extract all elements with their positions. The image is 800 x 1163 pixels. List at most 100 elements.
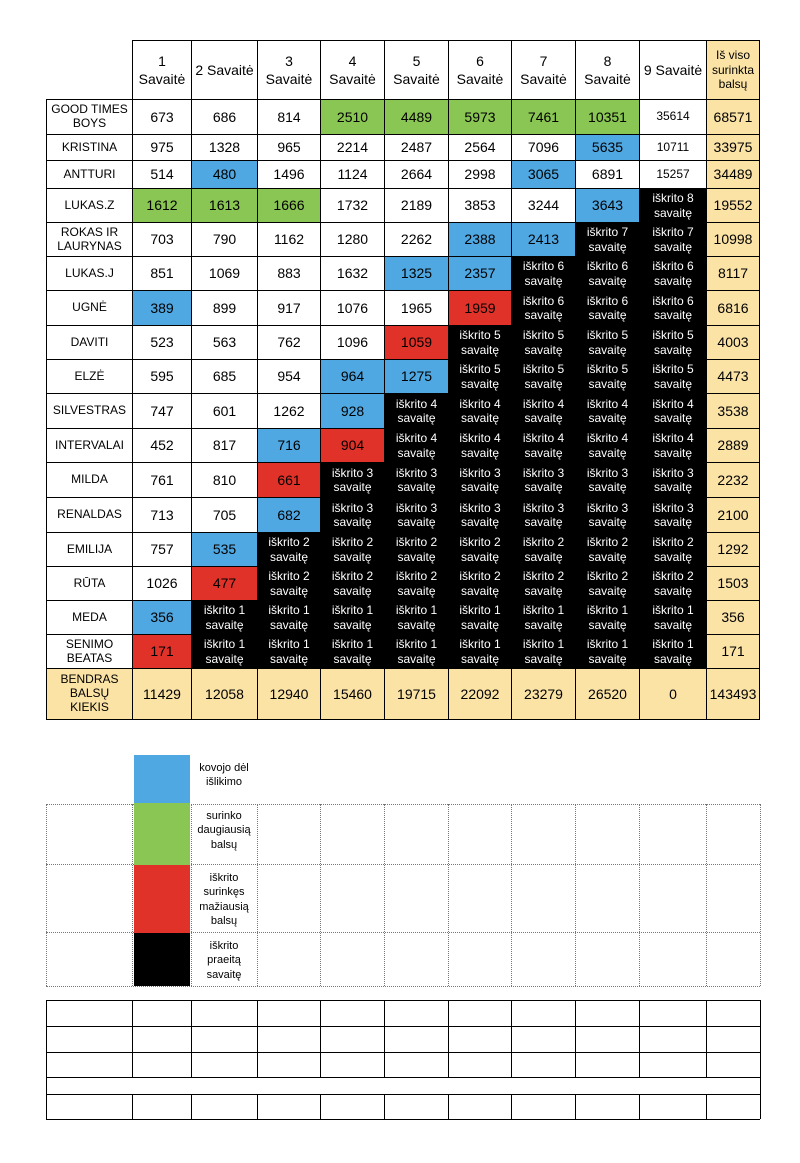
eliminated-cell: iškrito 2 savaitę <box>511 566 575 600</box>
eliminated-cell: iškrito 5 savaitę <box>448 359 511 393</box>
vote-cell: 790 <box>191 222 257 256</box>
vote-cell: 703 <box>132 222 191 256</box>
vote-cell: 1732 <box>320 188 384 222</box>
dotted-divider <box>575 804 576 986</box>
vote-cell: 563 <box>191 325 257 359</box>
eliminated-cell: iškrito 1 savaitę <box>639 634 706 668</box>
vote-cell: 1632 <box>320 256 384 290</box>
totals-label: BENDRAS BALSŲ KIEKIS <box>46 668 132 720</box>
dotted-rule <box>46 804 760 805</box>
eliminated-cell: iškrito 5 savaitę <box>575 359 639 393</box>
row-total: 4003 <box>706 325 760 359</box>
vote-cell: 10351 <box>575 99 639 134</box>
vote-cell: 716 <box>257 428 320 462</box>
blank-row-divider <box>639 1094 640 1119</box>
week-total: 12940 <box>257 668 320 720</box>
vote-cell: 7096 <box>511 134 575 160</box>
eliminated-cell: iškrito 2 savaitę <box>639 566 706 600</box>
week-total: 26520 <box>575 668 639 720</box>
vote-cell: 975 <box>132 134 191 160</box>
row-total: 34489 <box>706 160 760 188</box>
week-total: 23279 <box>511 668 575 720</box>
eliminated-cell: iškrito 3 savaitę <box>384 462 448 497</box>
eliminated-cell: iškrito 4 savaitę <box>639 428 706 462</box>
vote-cell: 2998 <box>448 160 511 188</box>
vote-cell: 2487 <box>384 134 448 160</box>
vote-cell: 1076 <box>320 290 384 325</box>
grand-total: 143493 <box>706 668 760 720</box>
eliminated-cell: iškrito 6 savaitę <box>511 256 575 290</box>
vote-cell: 685 <box>191 359 257 393</box>
dotted-rule <box>46 864 760 865</box>
blank-row-divider <box>132 1094 133 1119</box>
vote-cell: 810 <box>191 462 257 497</box>
participant-name: UGNĖ <box>46 290 132 325</box>
dotted-divider <box>384 804 385 986</box>
week-header: 3 Savaitė <box>257 40 320 99</box>
eliminated-cell: iškrito 1 savaitę <box>384 634 448 668</box>
week-header: 8 Savaitė <box>575 40 639 99</box>
dotted-divider <box>760 804 761 986</box>
vote-cell: 954 <box>257 359 320 393</box>
vote-cell: 4489 <box>384 99 448 134</box>
vote-cell: 3853 <box>448 188 511 222</box>
vote-cell: 817 <box>191 428 257 462</box>
eliminated-cell: iškrito 1 savaitę <box>639 600 706 634</box>
vote-cell: 2189 <box>384 188 448 222</box>
week-total: 19715 <box>384 668 448 720</box>
vote-cell: 1612 <box>132 188 191 222</box>
eliminated-cell: iškrito 2 savaitę <box>639 532 706 566</box>
week-total: 15460 <box>320 668 384 720</box>
eliminated-cell: iškrito 3 savaitę <box>320 497 384 532</box>
row-total: 1292 <box>706 532 760 566</box>
eliminated-cell: iškrito 3 savaitę <box>448 462 511 497</box>
legend-label: iškrito surinkęs mažiausią balsų <box>199 872 249 927</box>
row-total: 33975 <box>706 134 760 160</box>
eliminated-cell: iškrito 1 savaitę <box>575 634 639 668</box>
participant-name: ANTTURI <box>46 160 132 188</box>
vote-cell: 514 <box>132 160 191 188</box>
vote-cell: 965 <box>257 134 320 160</box>
participant-name: SILVESTRAS <box>46 393 132 428</box>
vote-cell: 171 <box>132 634 191 668</box>
eliminated-cell: iškrito 1 savaitę <box>384 600 448 634</box>
participant-name: EMILIJA <box>46 532 132 566</box>
eliminated-cell: iškrito 1 savaitę <box>575 600 639 634</box>
eliminated-cell: iškrito 5 savaitę <box>511 359 575 393</box>
vote-cell: 747 <box>132 393 191 428</box>
blank-row-divider <box>46 1000 47 1077</box>
eliminated-cell: iškrito 6 savaitę <box>575 256 639 290</box>
vote-cell: 1325 <box>384 256 448 290</box>
eliminated-cell: iškrito 3 savaitę <box>575 497 639 532</box>
vote-cell: 964 <box>320 359 384 393</box>
vote-cell: 389 <box>132 290 191 325</box>
eliminated-cell: iškrito 4 savaitę <box>511 393 575 428</box>
eliminated-cell: iškrito 6 savaitę <box>511 290 575 325</box>
blank-row-divider <box>320 1000 321 1077</box>
participant-name: SENIMO BEATAS <box>46 634 132 668</box>
vote-cell: 477 <box>191 566 257 600</box>
vote-cell: 1496 <box>257 160 320 188</box>
row-total: 6816 <box>706 290 760 325</box>
eliminated-cell: iškrito 2 savaitę <box>257 566 320 600</box>
eliminated-cell: iškrito 8 savaitę <box>639 188 706 222</box>
eliminated-cell: iškrito 3 savaitę <box>320 462 384 497</box>
blank-row-rule <box>46 1119 760 1120</box>
vote-cell: 480 <box>191 160 257 188</box>
dotted-divider <box>257 804 258 986</box>
eliminated-cell: iškrito 4 savaitę <box>511 428 575 462</box>
eliminated-cell: iškrito 4 savaitę <box>575 428 639 462</box>
eliminated-cell: iškrito 4 savaitę <box>575 393 639 428</box>
vote-cell: 1328 <box>191 134 257 160</box>
vote-cell: 1026 <box>132 566 191 600</box>
eliminated-cell: iškrito 2 savaitę <box>511 532 575 566</box>
week-header: 4 Savaitė <box>320 40 384 99</box>
vote-cell: 1613 <box>191 188 257 222</box>
row-total: 356 <box>706 600 760 634</box>
vote-cell: 1965 <box>384 290 448 325</box>
eliminated-cell: iškrito 6 savaitę <box>575 290 639 325</box>
vote-cell: 3244 <box>511 188 575 222</box>
row-total: 10998 <box>706 222 760 256</box>
vote-cell: 601 <box>191 393 257 428</box>
